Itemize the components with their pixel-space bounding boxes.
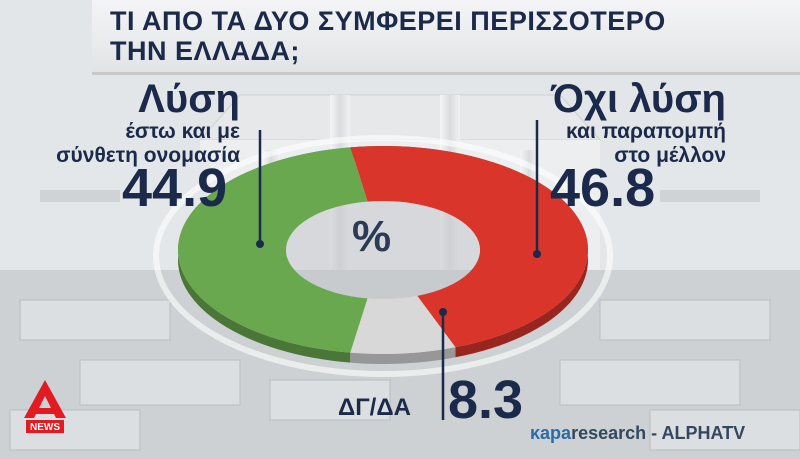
slice-1 <box>350 146 589 348</box>
right-label-sub2: στο μέλλον <box>614 144 726 167</box>
title-line-1: ΤΙ ΑΠΟ ΤΑ ΔΥΟ ΣΥΜΦΕΡΕΙ ΠΕΡΙΣΣΟΤΕΡΟ <box>110 6 666 36</box>
leader-right-dot <box>533 250 541 258</box>
title-bar <box>92 0 800 75</box>
percent-label: % <box>352 212 392 261</box>
logo-text: NEWS <box>30 422 60 433</box>
source-brand: κapa <box>530 423 572 443</box>
right-label-title: Όχι λύση <box>551 77 726 121</box>
value-bottom: 8.3 <box>448 370 524 430</box>
source-name: research <box>571 423 647 443</box>
bottom-label: ΔΓ/ΔΑ <box>338 394 411 421</box>
value-left: 44.9 <box>122 158 228 218</box>
source-separator: - <box>646 423 662 443</box>
donut-hole <box>286 201 480 299</box>
right-label-sub1: και παραπομπή <box>566 120 726 143</box>
source-channel: ALPHATV <box>661 423 746 443</box>
slice-0 <box>177 147 368 353</box>
left-label-sub1: έστω και με <box>125 120 240 143</box>
slice-2 <box>350 295 456 354</box>
leader-left-dot <box>256 240 264 248</box>
left-label: Λύση έστω και με σύνθετη ονομασία <box>56 78 240 168</box>
left-label-sub2: σύνθετη ονομασία <box>56 144 240 167</box>
slice-side-2 <box>350 347 456 364</box>
value-right: 46.8 <box>550 158 656 218</box>
source-credit: κaparesearch - ALPHATV <box>530 423 745 444</box>
chart-title: ΤΙ ΑΠΟ ΤΑ ΔΥΟ ΣΥΜΦΕΡΕΙ ΠΕΡΙΣΣΟΤΕΡΟ ΤΗΝ Ε… <box>110 6 666 66</box>
chart-glow-ring <box>153 135 613 377</box>
left-label-title: Λύση <box>138 77 240 121</box>
leader-bottom-dot <box>439 308 447 316</box>
title-line-2: ΤΗΝ ΕΛΛΑΔΑ; <box>110 36 300 66</box>
right-label: Όχι λύση και παραπομπή στο μέλλον <box>551 78 726 168</box>
alpha-news-logo: NEWS <box>24 380 66 433</box>
